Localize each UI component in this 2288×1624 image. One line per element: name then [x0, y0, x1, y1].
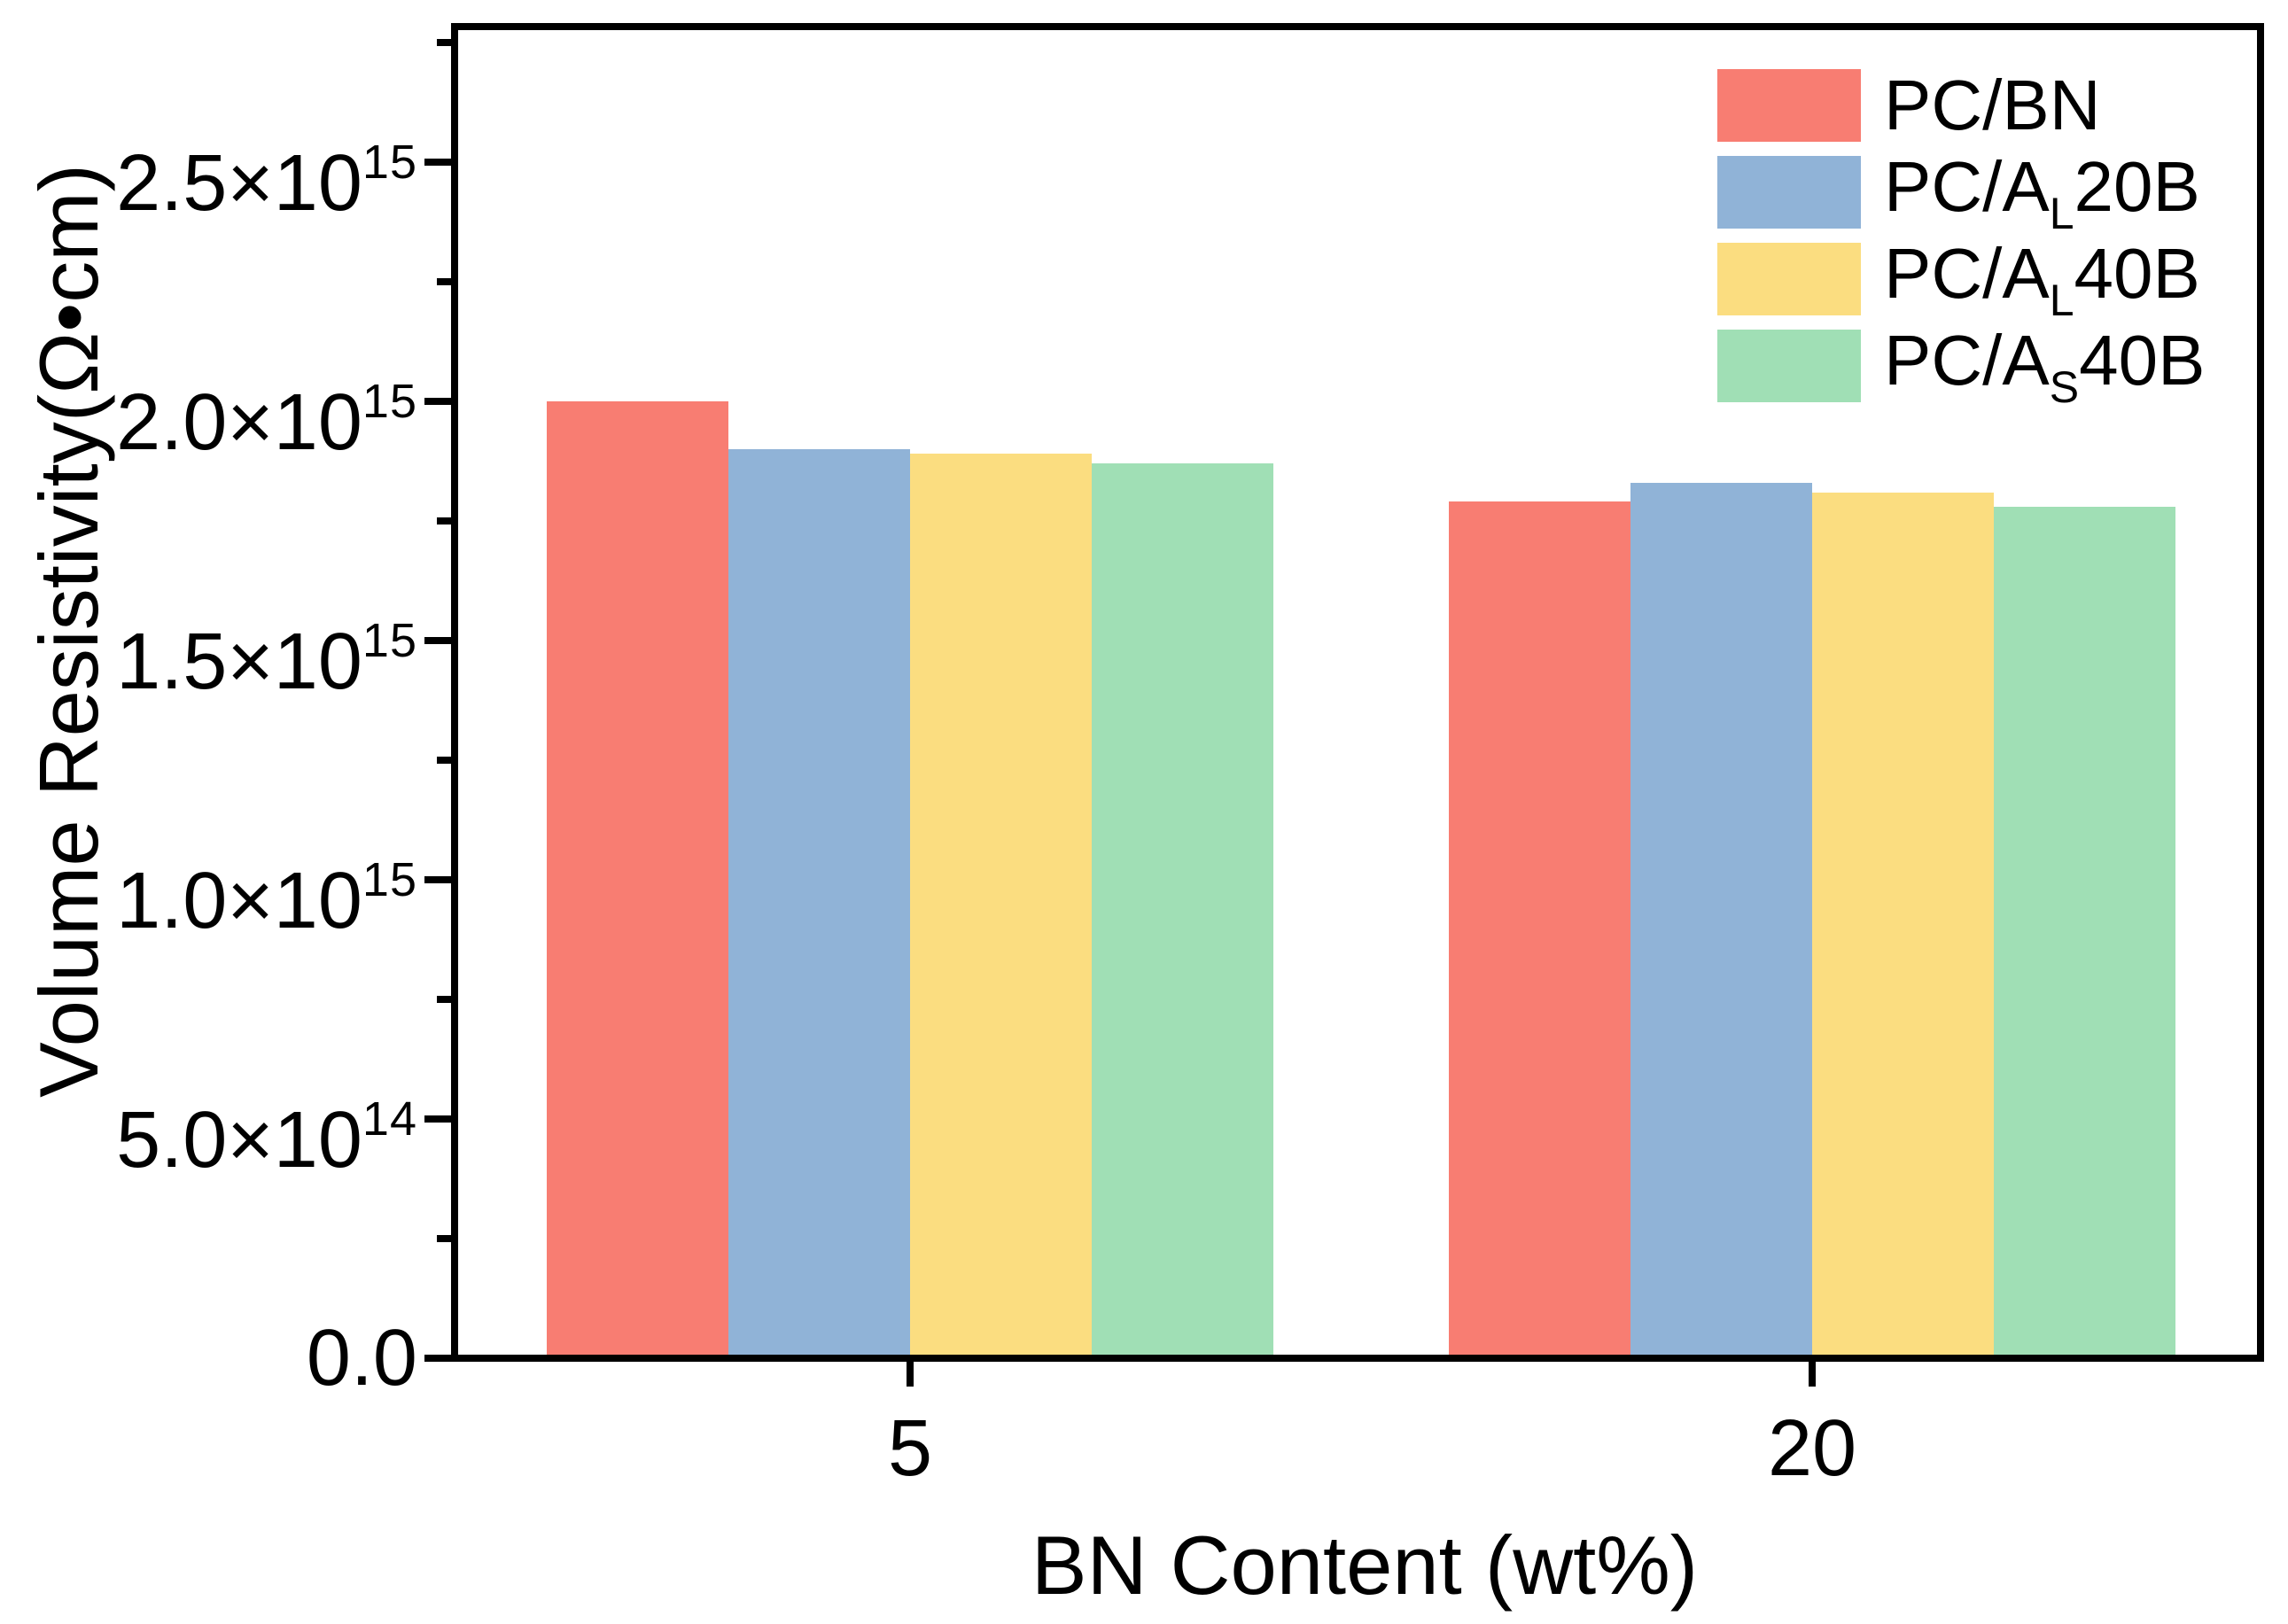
y-tick-label: 5.0×1014 [0, 1072, 417, 1185]
bar-PC/AS40B-cat20 [1994, 506, 2175, 1361]
y-tick-label: 2.5×1015 [0, 115, 417, 228]
y-major-tick [424, 637, 455, 644]
y-tick-mantissa: 0.0 [306, 1314, 417, 1403]
bar-PC/AS40B-cat5 [1092, 463, 1273, 1361]
x-tick-label: 20 [1767, 1404, 1857, 1493]
bar-PC/BN-cat20 [1449, 501, 1630, 1361]
x-major-tick [907, 1362, 914, 1387]
bar-PC/AL20B-cat5 [728, 449, 910, 1361]
y-minor-tick [437, 1235, 455, 1242]
legend-item-PC/AS40B: PC/AS40B [1717, 321, 2205, 412]
y-tick-mantissa: 2.0×10 [116, 378, 362, 467]
legend-label-subscript: S [2049, 361, 2080, 412]
legend-label-PC/BN: PC/BN [1884, 65, 2101, 146]
bar-PC/AL40B-cat20 [1812, 492, 1994, 1361]
y-major-tick [424, 159, 455, 166]
y-tick-exponent: 15 [362, 136, 417, 189]
y-major-tick [424, 398, 455, 405]
legend-label-subscript: L [2049, 188, 2074, 238]
y-tick-mantissa: 2.5×10 [116, 139, 362, 228]
legend-item-PC/AL40B: PC/AL40B [1717, 234, 2200, 325]
legend-swatch-PC/AL20B [1717, 156, 1861, 229]
y-tick-exponent: 15 [362, 375, 417, 428]
legend-label-text: PC/A [1884, 233, 2050, 313]
y-tick-mantissa: 5.0×10 [116, 1096, 362, 1185]
y-tick-mantissa: 1.0×10 [116, 857, 362, 945]
legend-swatch-PC/AL40B [1717, 243, 1861, 315]
y-minor-tick [437, 996, 455, 1003]
legend-label-PC/AS40B: PC/AS40B [1884, 320, 2205, 413]
y-tick-exponent: 15 [362, 614, 417, 667]
y-major-tick [424, 876, 455, 883]
y-tick-label: 2.0×1015 [0, 354, 417, 467]
legend-label-text: 40B [2079, 320, 2206, 400]
legend-label-PC/AL20B: PC/AL20B [1884, 146, 2200, 239]
legend-label-text: PC/A [1884, 146, 2050, 226]
y-minor-tick [437, 278, 455, 285]
legend-swatch-PC/BN [1717, 69, 1861, 142]
y-tick-exponent: 14 [362, 1092, 417, 1146]
legend-item-PC/BN: PC/BN [1717, 66, 2101, 144]
x-major-tick [1809, 1362, 1816, 1387]
legend-label-text: PC/A [1884, 320, 2050, 400]
y-minor-tick [437, 517, 455, 524]
y-tick-mantissa: 1.5×10 [116, 618, 362, 706]
legend-label-subscript: L [2049, 275, 2074, 325]
y-tick-label: 1.5×1015 [0, 594, 417, 706]
y-minor-tick [437, 39, 455, 46]
legend-swatch-PC/AS40B [1717, 330, 1861, 402]
bar-PC/AL40B-cat5 [910, 454, 1092, 1361]
y-tick-exponent: 15 [362, 853, 417, 906]
legend-label-PC/AL40B: PC/AL40B [1884, 233, 2200, 326]
y-tick-label: 1.0×1015 [0, 833, 417, 945]
legend-label-text: 40B [2074, 233, 2200, 313]
legend-label-text: PC/BN [1884, 66, 2101, 144]
legend-label-text: 20B [2074, 146, 2200, 226]
bar-PC/AL20B-cat20 [1630, 482, 1812, 1361]
y-minor-tick [437, 757, 455, 764]
y-tick-label: 0.0 [0, 1311, 417, 1405]
x-tick-label: 5 [887, 1404, 933, 1493]
bar-PC/BN-cat5 [547, 401, 728, 1361]
y-major-tick [424, 1115, 455, 1123]
x-axis-title: BN Content (wt%) [1031, 1519, 1699, 1612]
y-major-tick [424, 1355, 455, 1362]
legend-item-PC/AL20B: PC/AL20B [1717, 147, 2200, 238]
